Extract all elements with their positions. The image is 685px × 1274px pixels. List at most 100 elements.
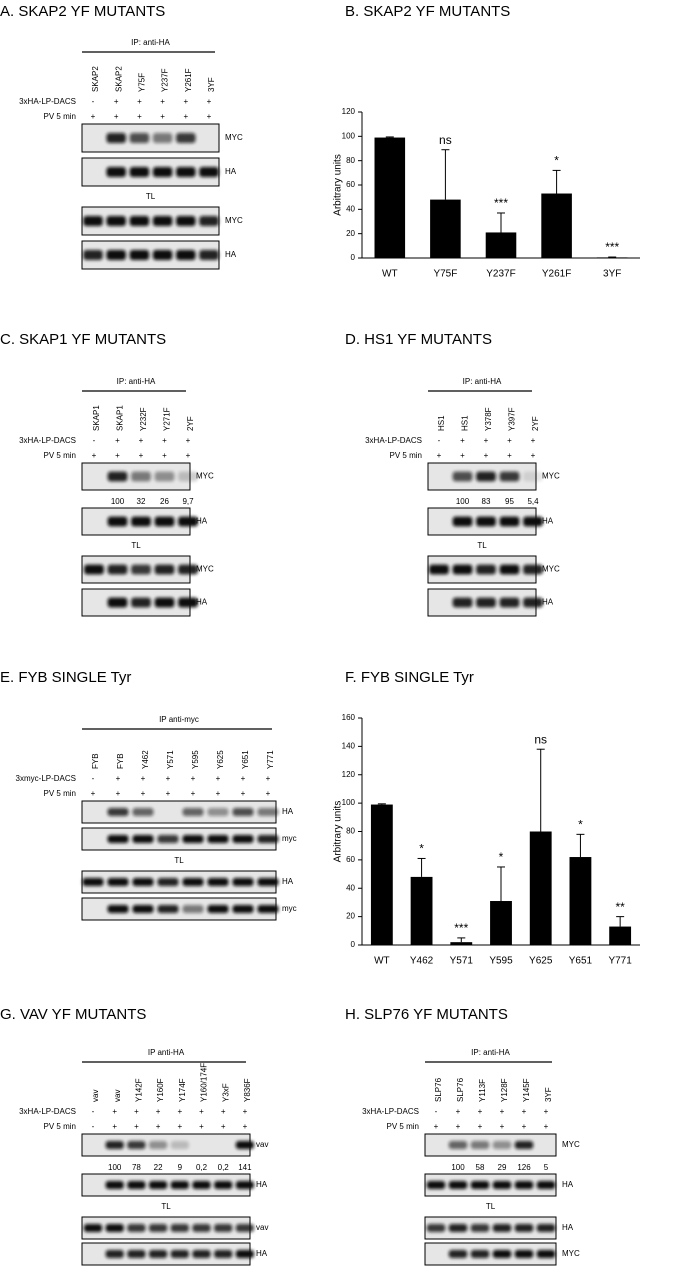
band: [492, 1141, 512, 1149]
sign: +: [216, 789, 221, 798]
band: [154, 564, 175, 575]
blot-label: MYC: [225, 216, 243, 225]
sign: +: [114, 112, 119, 121]
band: [199, 166, 219, 178]
lane-label: Y397F: [508, 407, 517, 431]
sign: +: [91, 789, 96, 798]
band: [152, 215, 173, 227]
tl-label: TL: [161, 1202, 171, 1211]
quantification: 58: [476, 1163, 485, 1172]
sign: +: [141, 789, 146, 798]
sign: +: [134, 1107, 139, 1116]
bar: [569, 857, 592, 945]
band: [176, 166, 196, 178]
blot-label: HA: [282, 807, 294, 816]
band: [499, 564, 520, 575]
band: [470, 1250, 490, 1258]
blot-label: HA: [542, 517, 554, 526]
x-tick-label: WT: [374, 956, 390, 967]
band: [154, 597, 175, 608]
band: [129, 249, 150, 261]
blot: [424, 1173, 557, 1197]
blot-label: HA: [562, 1223, 574, 1232]
band: [214, 1224, 233, 1232]
band: [232, 835, 254, 843]
band: [107, 471, 128, 482]
sign: +: [207, 112, 212, 121]
lane-label: Y160/174F: [200, 1063, 209, 1102]
lane-label: SKAP1: [92, 405, 101, 431]
sign: +: [241, 774, 246, 783]
row-label: 3xHA-LP-DACS: [365, 436, 422, 445]
sign: +: [207, 97, 212, 106]
band: [476, 564, 496, 575]
lane-label: Y75F: [138, 73, 147, 92]
lane-label: Y232F: [139, 407, 148, 431]
band: [470, 1224, 490, 1232]
significance: ***: [494, 196, 508, 210]
band: [83, 1224, 103, 1232]
sign: +: [183, 112, 188, 121]
sign: +: [137, 112, 142, 121]
sign: +: [186, 436, 191, 445]
sign: +: [139, 436, 144, 445]
band: [106, 249, 126, 261]
x-tick-label: Y571: [450, 956, 474, 967]
sign: +: [177, 1122, 182, 1131]
sign: +: [243, 1122, 248, 1131]
quantification: 9,7: [182, 497, 194, 506]
lane-label: Y378F: [484, 407, 493, 431]
sign: +: [160, 97, 165, 106]
band: [132, 835, 154, 843]
band: [514, 1181, 534, 1189]
y-axis-label: Arbitrary units: [333, 154, 344, 216]
band: [178, 516, 198, 527]
lane-label: SKAP2: [91, 66, 100, 92]
lane-label: HS1: [461, 415, 470, 431]
band: [207, 835, 229, 843]
blot-label: HA: [562, 1180, 574, 1189]
lane-label: Y160F: [156, 1078, 165, 1102]
sign: +: [221, 1122, 226, 1131]
significance: *: [499, 850, 504, 864]
band: [523, 597, 543, 608]
band: [152, 132, 173, 144]
tl-label: TL: [131, 541, 141, 550]
blot-label: HA: [225, 250, 237, 259]
significance: ns: [439, 133, 452, 147]
lane-label: FYB: [91, 753, 100, 769]
band: [178, 471, 198, 482]
band: [514, 1141, 534, 1149]
blot-label: HA: [225, 167, 237, 176]
quantification: 5: [544, 1163, 549, 1172]
band: [192, 1224, 211, 1232]
significance: *: [554, 154, 559, 168]
blot-label: MYC: [542, 565, 560, 574]
sign: +: [116, 774, 121, 783]
band: [235, 1181, 255, 1189]
lane-label: SLP76: [456, 1077, 465, 1102]
x-tick-label: 3YF: [603, 269, 621, 280]
x-tick-label: Y771: [608, 956, 632, 967]
panel-title: A. SKAP2 YF MUTANTS: [0, 3, 165, 20]
band: [107, 878, 129, 886]
sign: +: [531, 436, 536, 445]
band: [152, 249, 173, 261]
band: [127, 1224, 146, 1232]
sign: -: [435, 1107, 438, 1116]
band: [499, 516, 520, 527]
blot-label: MYC: [196, 472, 214, 481]
sign: +: [478, 1122, 483, 1131]
band: [82, 878, 104, 886]
significance: ns: [534, 732, 547, 746]
lane-label: Y771: [266, 750, 275, 769]
lane-label: Y625: [216, 750, 225, 769]
sign: +: [112, 1122, 117, 1131]
sign: -: [92, 1107, 95, 1116]
band: [476, 471, 496, 482]
y-tick-label: 120: [342, 770, 356, 779]
bar: [596, 257, 628, 258]
sign: +: [162, 436, 167, 445]
quantification: 26: [160, 497, 169, 506]
band: [182, 878, 204, 886]
